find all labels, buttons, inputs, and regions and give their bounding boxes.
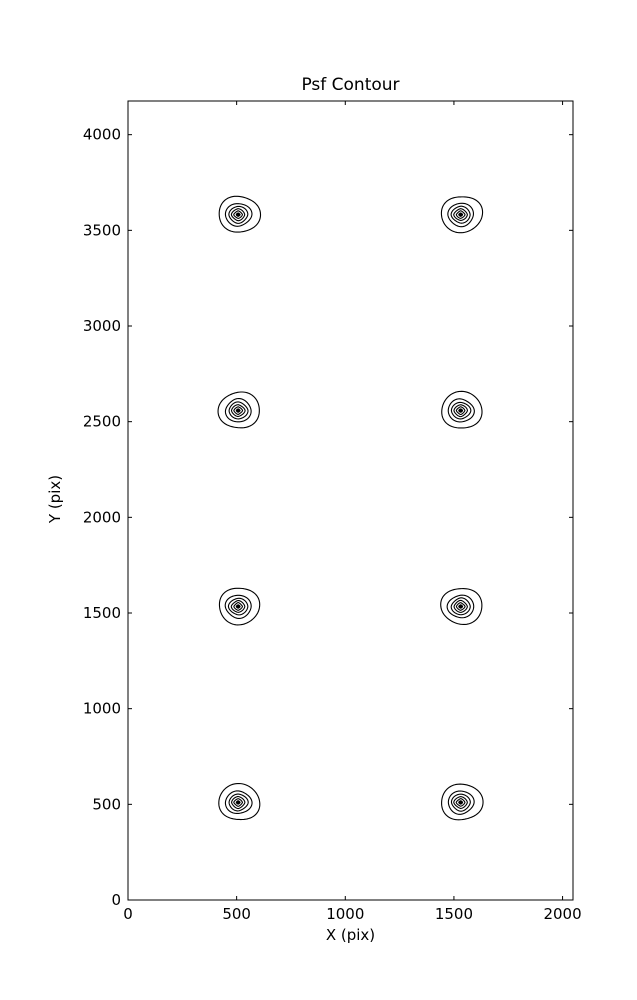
y-tick-label: 2000 — [83, 508, 121, 526]
psf-contour-level — [217, 391, 260, 429]
chart-title: Psf Contour — [301, 75, 400, 95]
psf-contour-level — [453, 404, 468, 418]
psf-contour-level — [447, 790, 475, 815]
psf-contour-level — [230, 404, 246, 417]
psf-contour-level — [450, 597, 471, 616]
psf-contour-level — [455, 406, 466, 416]
psf-contour-level — [453, 208, 468, 221]
psf-contour-level — [235, 408, 241, 413]
y-tick-label: 2500 — [83, 413, 121, 431]
psf-contour-level — [458, 800, 464, 805]
plot-frame — [127, 100, 574, 901]
y-axis-label: Y (pix) — [46, 474, 64, 524]
psf-contour-level — [455, 210, 466, 219]
psf-contour-level — [233, 406, 244, 415]
psf-contour-level — [455, 798, 466, 807]
psf-contour-level — [228, 205, 249, 224]
psf-contour-level — [235, 604, 241, 609]
psf-contour-level — [224, 594, 252, 619]
psf-contour-level — [228, 401, 249, 420]
psf-contour-level — [227, 597, 249, 616]
x-tick-label: 500 — [222, 905, 251, 923]
x-tick-label: 1000 — [326, 905, 364, 923]
psf-contour-level — [224, 397, 252, 423]
psf-contour-level — [224, 203, 253, 227]
psf-contour-level — [230, 599, 246, 613]
psf-contour-level — [447, 202, 474, 228]
psf-contour-level — [453, 796, 468, 809]
y-tick-label: 500 — [92, 795, 121, 813]
psf-contour-level — [440, 588, 483, 626]
psf-contour-level — [224, 790, 253, 815]
psf-contour-level — [230, 208, 246, 222]
psf-contour-level — [458, 212, 464, 217]
psf-contour-level — [218, 587, 261, 626]
psf-contour-level — [440, 196, 484, 234]
psf-contour-level — [228, 793, 249, 812]
y-tick-label: 0 — [111, 891, 121, 909]
psf-contour-level — [441, 390, 483, 429]
psf-contour-level — [218, 782, 261, 821]
psf-contour-level — [447, 398, 475, 423]
y-tick-label: 3500 — [83, 221, 121, 239]
y-tick-label: 3000 — [83, 317, 121, 335]
x-tick-label: 1500 — [435, 905, 473, 923]
psf-contour-level — [458, 408, 464, 413]
psf-contour-level — [441, 783, 484, 821]
x-axis-label: X (pix) — [325, 926, 376, 944]
psf-contour-level — [450, 205, 471, 224]
psf-contour-level — [235, 212, 241, 217]
psf-contour-level — [453, 599, 468, 613]
x-tick-label: 2000 — [543, 905, 581, 923]
psf-contour-level — [450, 793, 471, 812]
y-tick-label: 1000 — [83, 700, 121, 718]
psf-contour-level — [455, 602, 466, 611]
psf-contour-level — [231, 795, 246, 810]
psf-contour-level — [446, 594, 475, 619]
y-tick-label: 1500 — [83, 604, 121, 622]
x-tick-label: 0 — [123, 905, 133, 923]
psf-contour-level — [235, 800, 241, 805]
psf-contour-level — [233, 798, 244, 807]
psf-contour-level — [233, 210, 244, 219]
y-tick-label: 4000 — [83, 126, 121, 144]
psf-contour-level — [450, 401, 472, 420]
psf-contour-level — [218, 195, 262, 233]
psf-contour-level — [458, 604, 464, 609]
psf-contour-level — [233, 602, 244, 611]
